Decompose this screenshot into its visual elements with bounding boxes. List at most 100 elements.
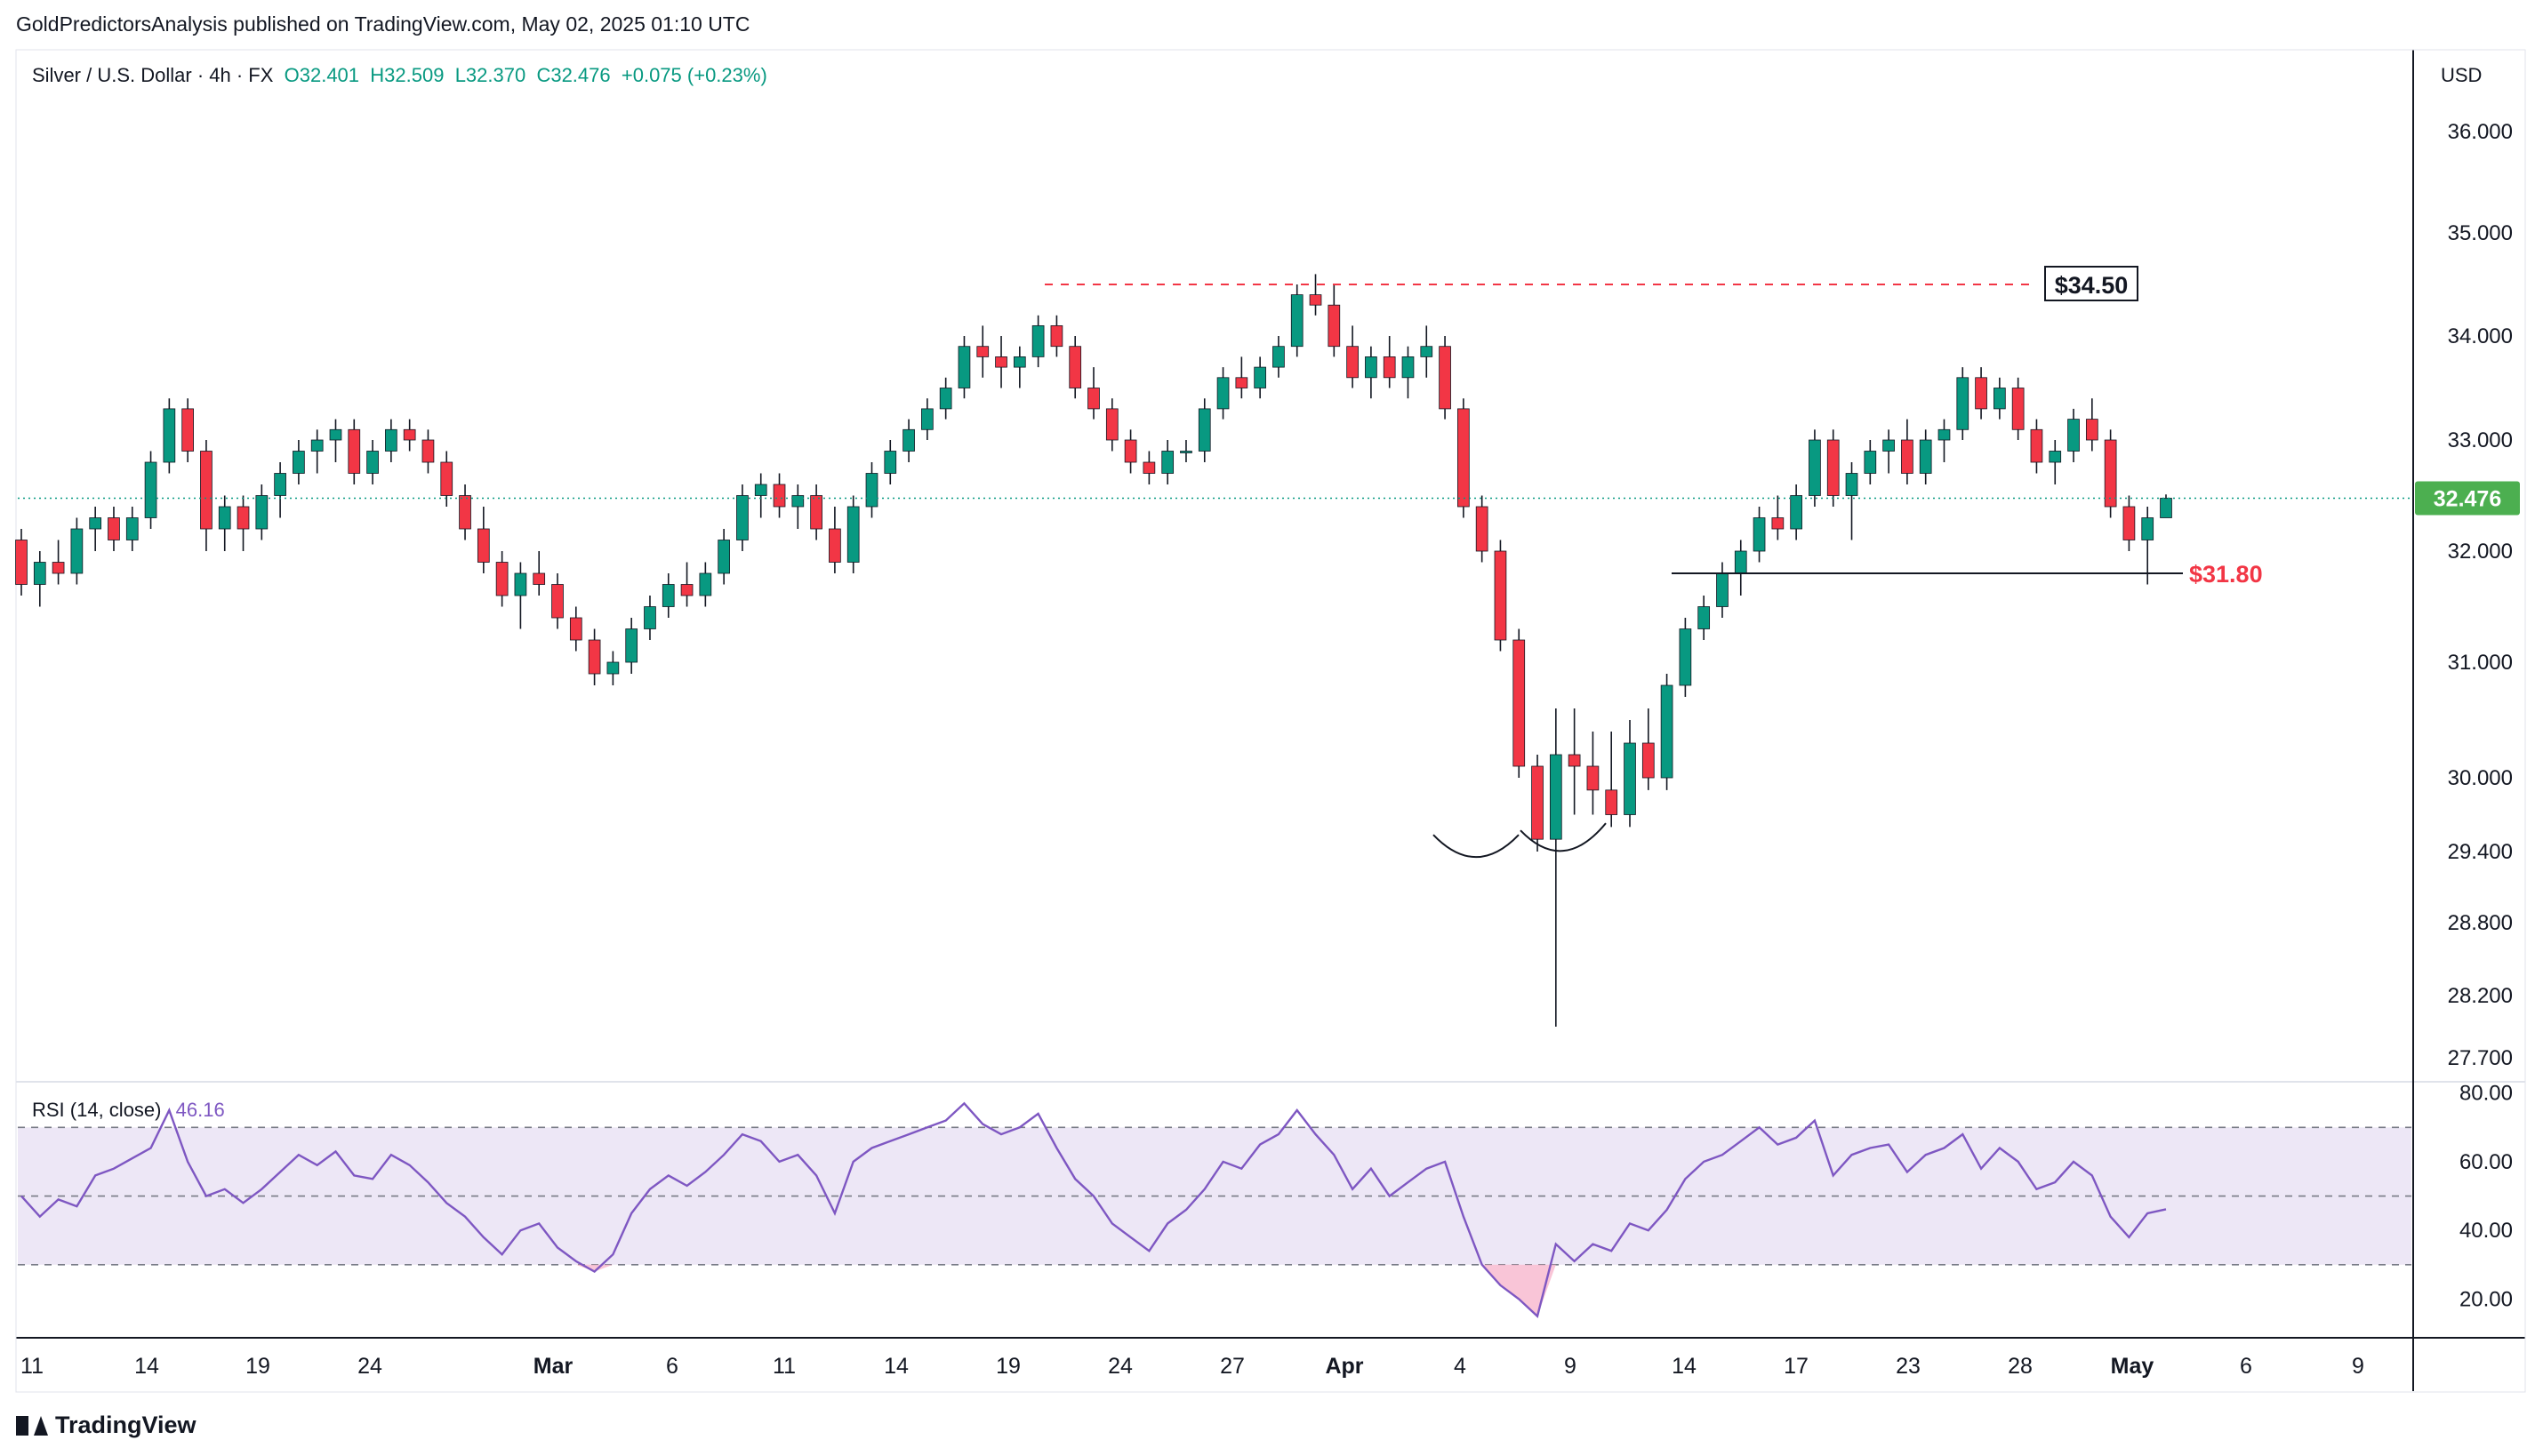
candle[interactable] [939, 377, 952, 420]
candle[interactable] [1124, 429, 1137, 474]
candle[interactable] [551, 573, 564, 629]
candle[interactable] [791, 484, 805, 529]
candle[interactable] [1771, 495, 1785, 540]
tradingview-footer[interactable]: TradingView [16, 1412, 197, 1439]
candle[interactable] [2085, 398, 2098, 452]
candle[interactable] [736, 484, 749, 551]
candle[interactable] [329, 419, 342, 462]
candle[interactable] [1697, 596, 1711, 640]
candle[interactable] [1105, 398, 1119, 452]
candle[interactable] [1531, 755, 1544, 852]
candle[interactable] [829, 507, 841, 573]
candle[interactable] [902, 419, 915, 462]
candle[interactable] [1272, 336, 1285, 378]
candle[interactable] [237, 495, 250, 552]
candle[interactable] [1956, 367, 1969, 440]
candle[interactable] [514, 562, 527, 629]
candle[interactable] [440, 451, 453, 508]
candle[interactable] [421, 429, 435, 474]
candle[interactable] [2160, 494, 2172, 518]
candle[interactable] [1457, 398, 1470, 518]
candle[interactable] [995, 336, 1007, 388]
candle[interactable] [606, 651, 620, 686]
candle[interactable] [1549, 708, 1562, 1027]
candle[interactable] [921, 398, 934, 440]
candle[interactable] [33, 551, 46, 607]
candle[interactable] [846, 495, 860, 574]
candle[interactable] [1753, 507, 1766, 563]
candle[interactable] [1641, 708, 1655, 790]
candle[interactable] [2122, 495, 2136, 552]
candle[interactable] [569, 606, 582, 652]
candle[interactable] [1586, 732, 1600, 815]
candle[interactable] [163, 398, 176, 474]
candle[interactable] [1790, 484, 1802, 540]
candle[interactable] [662, 573, 675, 618]
candle[interactable] [15, 529, 28, 596]
candle[interactable] [89, 507, 102, 551]
candle[interactable] [310, 429, 324, 474]
candle[interactable] [1031, 315, 1045, 368]
resistance-label-box[interactable]: $34.50 [2044, 266, 2138, 301]
candle[interactable] [1734, 540, 1747, 596]
candle[interactable] [1975, 367, 1987, 420]
candle[interactable] [1235, 356, 1248, 399]
candle[interactable] [1475, 495, 1488, 563]
candle[interactable] [70, 517, 84, 585]
candle[interactable] [1882, 429, 1895, 474]
candle[interactable] [274, 462, 286, 518]
candle[interactable] [52, 540, 65, 585]
candle[interactable] [976, 325, 990, 378]
candle[interactable] [754, 473, 767, 518]
candle[interactable] [477, 507, 490, 573]
candle[interactable] [1161, 440, 1175, 484]
candle[interactable] [1937, 419, 1951, 462]
candle[interactable] [293, 440, 305, 484]
candle[interactable] [366, 440, 379, 484]
candle[interactable] [1087, 367, 1100, 420]
double-bottom-arc-left[interactable] [1432, 834, 1520, 859]
candle[interactable] [2067, 408, 2080, 462]
candle[interactable] [1809, 429, 1821, 507]
candle[interactable] [773, 473, 786, 518]
candle[interactable] [1864, 440, 1877, 484]
candle[interactable] [181, 398, 194, 462]
candle[interactable] [218, 495, 231, 552]
candle[interactable] [1198, 398, 1211, 462]
candle[interactable] [200, 440, 213, 551]
candle[interactable] [495, 551, 509, 607]
candle[interactable] [625, 618, 638, 674]
candle[interactable] [1845, 462, 1858, 540]
candle[interactable] [1180, 440, 1192, 462]
candle[interactable] [144, 451, 157, 530]
candle[interactable] [1013, 346, 1026, 388]
candle[interactable] [1826, 429, 1840, 507]
price-pane[interactable] [16, 50, 2411, 1081]
double-bottom-arc-right[interactable] [1520, 822, 1607, 852]
candle[interactable] [680, 562, 694, 607]
candle[interactable] [1901, 419, 1913, 484]
candle[interactable] [1624, 720, 1636, 828]
candle[interactable] [2049, 440, 2062, 484]
candle[interactable] [2104, 429, 2117, 518]
candle[interactable] [108, 507, 120, 551]
candle[interactable] [1365, 346, 1377, 399]
candle[interactable] [958, 336, 971, 399]
candle[interactable] [1512, 628, 1526, 779]
candle[interactable] [385, 419, 397, 462]
candle[interactable] [1401, 346, 1415, 399]
candle[interactable] [1439, 336, 1451, 420]
candle[interactable] [1605, 732, 1618, 828]
candle[interactable] [1494, 540, 1507, 652]
candle[interactable] [644, 596, 656, 640]
candle[interactable] [1660, 674, 1673, 790]
candle[interactable] [1069, 336, 1082, 399]
candle[interactable] [1143, 451, 1156, 485]
candle[interactable] [1919, 429, 1932, 484]
candle[interactable] [1328, 284, 1341, 357]
candle[interactable] [1679, 618, 1692, 697]
candle[interactable] [718, 529, 730, 585]
candle[interactable] [533, 551, 546, 596]
candle[interactable] [2141, 507, 2154, 585]
candle[interactable] [2030, 419, 2043, 474]
